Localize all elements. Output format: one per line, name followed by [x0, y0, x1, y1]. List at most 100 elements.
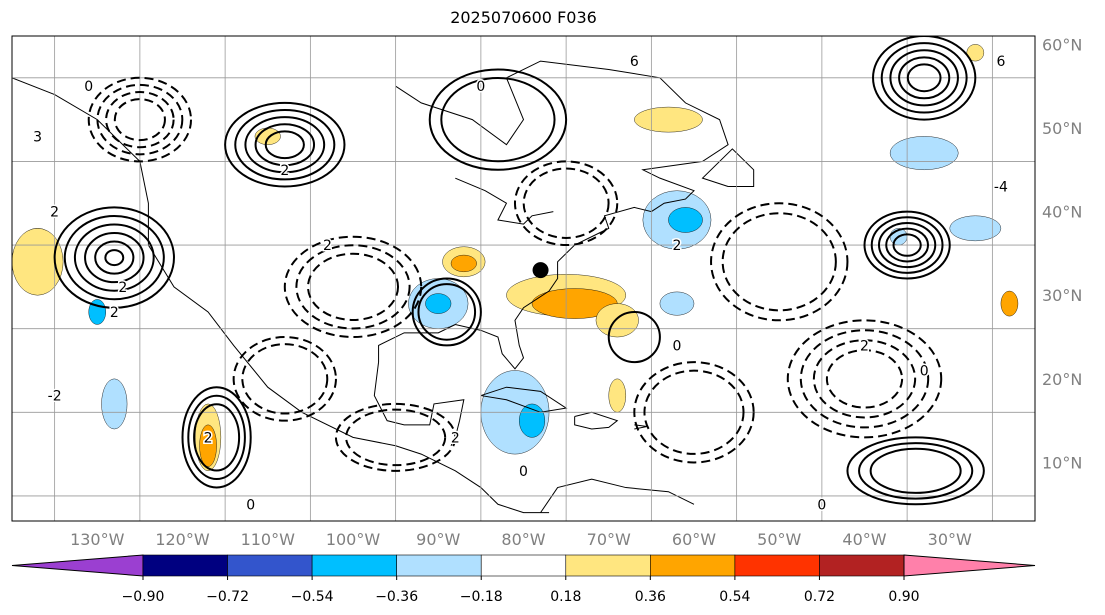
coastline-6 [701, 148, 755, 188]
shaded-region-17 [634, 106, 703, 133]
contour-label-16: 0 [672, 338, 681, 354]
shaded-region-7 [88, 299, 106, 325]
positive-contour-3-3 [898, 56, 951, 100]
positive-contour-1-3 [254, 123, 316, 167]
map-layer: 2 2 0 6 6 -4 2 2 2 -2 2 2 3 0 2 2 0 0 0 0 0 [12, 36, 1035, 521]
contour-label-20: 0 [246, 497, 255, 513]
positive-contour-1-4 [264, 130, 305, 160]
colorbar-segment-6 [650, 554, 736, 577]
negative-contour-9-0 [283, 235, 423, 339]
latitude-label-2: 40°N [1042, 203, 1082, 222]
longitude-label-0: 130°W [70, 530, 125, 549]
contour-label-15: 2 [451, 430, 460, 446]
positive-contour-3-1 [880, 42, 968, 114]
longitude-label-8: 50°W [757, 530, 801, 549]
longitude-label-6: 70°W [587, 530, 631, 549]
positive-contour-0-4 [94, 240, 135, 275]
longitude-label-5: 80°W [501, 530, 545, 549]
shaded-region-23 [1000, 290, 1019, 317]
positive-contour-1-1 [234, 109, 336, 181]
positive-contour-6-0 [411, 277, 482, 347]
contour-label-13: 0 [84, 79, 93, 95]
colorbar-label-2: −0.54 [291, 589, 334, 605]
colorbar-label-7: 0.54 [719, 589, 750, 605]
shaded-region-5 [668, 207, 703, 233]
positive-contour-2-0 [181, 386, 252, 489]
coastline-2 [373, 362, 465, 446]
contour-label-1: 2 [280, 163, 289, 179]
contour-label-layer: 2 2 0 6 6 -4 2 2 2 -2 2 2 3 0 2 2 0 0 0 0 0 [32, 53, 1010, 515]
contour-label-17: 0 [519, 464, 528, 480]
contour-label-14: 2 [323, 238, 332, 254]
negative-contour-9-1 [295, 244, 411, 330]
shaded-region-9 [889, 136, 959, 170]
shaded-region-16 [595, 303, 639, 338]
contour-label-9: -2 [48, 389, 62, 405]
contour-label-10: 2 [110, 305, 119, 321]
negative-contour-13-0 [232, 336, 337, 422]
positive-contour-2-2 [193, 403, 241, 472]
latitude-labels: 60°N 50°N 40°N 30°N 20°N 10°N [1042, 35, 1082, 472]
colorbar-max-extension [903, 554, 1036, 577]
colorbar-label-4: −0.18 [460, 589, 503, 605]
negative-contour-14-0 [87, 76, 193, 163]
contour-label-18: 0 [920, 363, 929, 379]
shaded-region-24 [966, 44, 985, 62]
positive-contour-1-0 [224, 101, 346, 188]
coastline-7 [540, 478, 695, 513]
colorbar-label-8: 0.72 [804, 589, 835, 605]
latitude-label-4: 20°N [1042, 370, 1082, 389]
colorbar-label-0: −0.90 [122, 589, 165, 605]
negative-contour-10-1 [522, 167, 610, 239]
negative-contour-12-1 [799, 329, 930, 429]
colorbar-segment-8 [819, 554, 905, 577]
longitude-label-9: 40°W [842, 530, 886, 549]
colorbar-label-9: 0.90 [888, 589, 919, 605]
shaded-region-6 [659, 291, 695, 316]
shaded-region-8 [101, 378, 128, 430]
colorbar-segment-5 [565, 554, 651, 577]
negative-contour-15-0 [633, 361, 755, 464]
colorbar-label-1: −0.72 [206, 589, 249, 605]
negative-contour-14-1 [96, 83, 184, 156]
longitude-label-2: 110°W [241, 530, 296, 549]
positive-contour-4-1 [870, 216, 944, 274]
longitude-label-1: 120°W [155, 530, 210, 549]
shaded-region-1 [425, 293, 452, 314]
negative-contour-12-2 [812, 339, 917, 419]
colorbar-segment-4 [480, 554, 567, 577]
colorbar-segment-0 [142, 554, 228, 577]
contour-label-12: 3 [33, 129, 42, 145]
colorbar-label-5: 0.18 [550, 589, 581, 605]
colorbar-label-6: 0.36 [635, 589, 666, 605]
colorbar-segment-7 [734, 554, 820, 577]
negative-contour-16-1 [345, 408, 447, 467]
negative-contour-13-1 [241, 343, 329, 415]
contour-label-11: 2 [204, 430, 213, 446]
latitude-label-5: 10°N [1042, 453, 1082, 472]
colorbar-min-extension [11, 554, 144, 577]
positive-contour-8-0 [428, 68, 568, 171]
negative-contour-16-0 [334, 402, 457, 472]
positive-contour-0-0 [53, 206, 175, 309]
positive-contour-3-4 [906, 63, 942, 93]
positive-contour-0-3 [84, 232, 145, 284]
shaded-region-10 [949, 215, 1002, 242]
map-frame [11, 35, 1036, 522]
longitude-label-4: 90°W [416, 530, 460, 549]
positive-contour-4-0 [863, 210, 951, 280]
contour-label-0: 2 [118, 280, 127, 296]
positive-contour-5-0 [846, 436, 985, 506]
longitude-labels: 130°W 120°W 110°W 100°W 90°W 80°W 70°W 60°W 50°W… [70, 530, 972, 549]
location-marker-layer [532, 262, 549, 279]
location-marker [532, 262, 549, 279]
positive-contour-0-5 [104, 249, 125, 267]
contour-label-8: 2 [50, 205, 59, 221]
positive-contour-4-4 [892, 233, 922, 257]
negative-contour-11-0 [710, 202, 849, 322]
positive-contour-8-1 [440, 76, 556, 163]
positive-contour-4-3 [885, 227, 930, 263]
negative-contour-12-0 [786, 319, 943, 439]
colorbar-label-3: −0.36 [375, 589, 418, 605]
